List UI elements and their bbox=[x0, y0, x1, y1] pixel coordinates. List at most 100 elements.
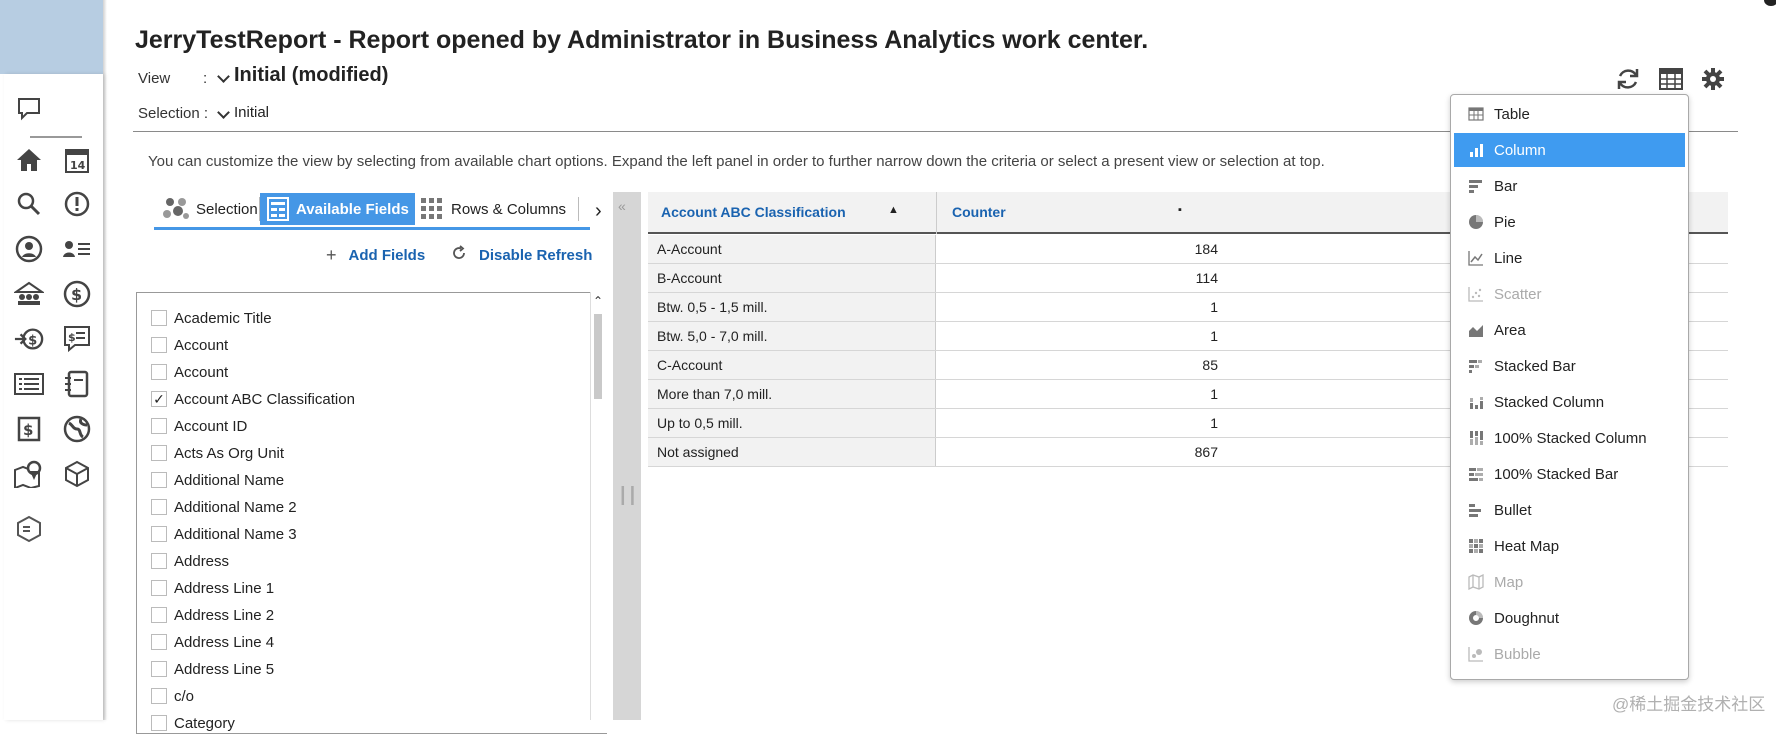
dollar-document-icon[interactable]: $ bbox=[14, 414, 44, 444]
chart-option-pie[interactable]: Pie bbox=[1454, 205, 1685, 239]
checkbox[interactable] bbox=[151, 472, 167, 488]
chart-option-100percent-stacked-bar[interactable]: 100% Stacked Bar bbox=[1454, 457, 1685, 491]
product-box-icon[interactable] bbox=[14, 514, 44, 544]
selection-chevron-down-icon[interactable] bbox=[217, 106, 230, 119]
chart-option-line[interactable]: Line bbox=[1454, 241, 1685, 275]
settings-gear-icon[interactable] bbox=[1698, 64, 1728, 94]
column-menu-icon[interactable]: ▪ bbox=[1178, 204, 1182, 216]
field-item[interactable]: Acts As Org Unit bbox=[151, 440, 284, 466]
tab-selection[interactable]: Selection bbox=[162, 193, 260, 225]
chart-option-heat-map[interactable]: Heat Map bbox=[1454, 529, 1685, 563]
feedback-bubble-icon[interactable] bbox=[14, 94, 44, 124]
field-item[interactable]: Academic Title bbox=[151, 305, 272, 331]
contacts-list-icon[interactable] bbox=[62, 234, 92, 264]
top-left-banner bbox=[0, 0, 103, 74]
selection-selector[interactable]: Initial bbox=[234, 104, 270, 121]
collapse-left-icon[interactable]: « bbox=[618, 198, 626, 214]
table-row[interactable]: A-Account 184 bbox=[648, 235, 1728, 264]
field-item[interactable]: Account ID bbox=[151, 413, 247, 439]
field-item[interactable]: Additional Name 2 bbox=[151, 494, 297, 520]
field-item[interactable]: ✓ Account ABC Classification bbox=[151, 386, 355, 412]
checkbox[interactable] bbox=[151, 445, 167, 461]
checkbox[interactable] bbox=[151, 634, 167, 650]
chart-option-bar[interactable]: Bar bbox=[1454, 169, 1685, 203]
map-location-icon[interactable] bbox=[14, 459, 44, 489]
view-chevron-down-icon[interactable] bbox=[217, 70, 230, 83]
scroll-up-arrow-icon[interactable]: ⌃ bbox=[593, 294, 604, 308]
tab-rows-columns[interactable]: Rows & Columns bbox=[419, 193, 579, 225]
checkbox[interactable] bbox=[151, 526, 167, 542]
user-profile-icon[interactable] bbox=[14, 234, 44, 264]
globe-icon[interactable] bbox=[62, 414, 92, 444]
organization-icon[interactable] bbox=[14, 279, 44, 309]
checkbox[interactable] bbox=[151, 580, 167, 596]
checkbox[interactable] bbox=[151, 310, 167, 326]
field-item[interactable]: Address Line 2 bbox=[151, 602, 274, 628]
field-item[interactable]: Address Line 5 bbox=[151, 656, 274, 682]
tab-available-fields[interactable]: Available Fields bbox=[260, 193, 415, 225]
search-icon[interactable] bbox=[14, 189, 44, 219]
field-item[interactable]: Category bbox=[151, 710, 235, 736]
field-item[interactable]: Account bbox=[151, 332, 228, 358]
checkbox[interactable] bbox=[151, 364, 167, 380]
checkbox[interactable] bbox=[151, 337, 167, 353]
selection-icon bbox=[162, 196, 190, 222]
pie-chart-icon bbox=[1468, 214, 1484, 230]
chart-option-stacked-bar[interactable]: Stacked Bar bbox=[1454, 349, 1685, 383]
scroll-thumb[interactable] bbox=[594, 314, 602, 399]
dollar-circle-icon[interactable]: $ bbox=[62, 279, 92, 309]
chart-option-bullet[interactable]: Bullet bbox=[1454, 493, 1685, 527]
fields-scrollbar[interactable]: ⌃ bbox=[590, 292, 607, 720]
table-row[interactable]: Not assigned 867 bbox=[648, 438, 1728, 467]
tabs-next-arrow-icon[interactable]: › bbox=[595, 200, 602, 222]
chart-option-label: 100% Stacked Column bbox=[1494, 429, 1647, 447]
table-row[interactable]: More than 7,0 mill. 1 bbox=[648, 380, 1728, 409]
panel-splitter[interactable]: « ┃┃ bbox=[613, 192, 641, 720]
table-row[interactable]: C-Account 85 bbox=[648, 351, 1728, 380]
table-row[interactable]: B-Account 114 bbox=[648, 264, 1728, 293]
checkbox[interactable] bbox=[151, 499, 167, 515]
list-document-icon[interactable] bbox=[14, 369, 44, 399]
refresh-icon[interactable] bbox=[1613, 64, 1643, 94]
table-row[interactable]: Btw. 0,5 - 1,5 mill. 1 bbox=[648, 293, 1728, 322]
field-item[interactable]: Address Line 1 bbox=[151, 575, 274, 601]
field-label: Address Line 5 bbox=[174, 660, 275, 678]
chart-option-area[interactable]: Area bbox=[1454, 313, 1685, 347]
checkbox[interactable] bbox=[151, 661, 167, 677]
calendar-icon[interactable]: 14 bbox=[62, 145, 92, 175]
add-fields-button[interactable]: + Add Fields bbox=[326, 245, 425, 266]
percent-stacked-column-icon bbox=[1468, 430, 1484, 446]
home-icon[interactable] bbox=[14, 145, 44, 175]
field-item[interactable]: Address bbox=[151, 548, 229, 574]
sort-ascending-icon[interactable]: ▲ bbox=[888, 204, 899, 216]
corner-close-icon[interactable] bbox=[1764, 0, 1776, 6]
chart-option-stacked-column[interactable]: Stacked Column bbox=[1454, 385, 1685, 419]
field-item[interactable]: c/o bbox=[151, 683, 194, 709]
checkbox-checked[interactable]: ✓ bbox=[151, 391, 167, 407]
payment-in-icon[interactable]: $ bbox=[14, 324, 44, 354]
field-item[interactable]: Additional Name bbox=[151, 467, 284, 493]
checkbox[interactable] bbox=[151, 715, 167, 731]
field-item[interactable]: Address Line 4 bbox=[151, 629, 274, 655]
splitter-grip-icon[interactable]: ┃┃ bbox=[618, 488, 638, 505]
checkbox[interactable] bbox=[151, 688, 167, 704]
alert-icon[interactable] bbox=[62, 189, 92, 219]
field-item[interactable]: Account bbox=[151, 359, 228, 385]
disable-refresh-button[interactable]: Disable Refresh bbox=[451, 245, 592, 266]
view-selector[interactable]: Initial (modified) bbox=[234, 64, 389, 86]
field-item[interactable]: Additional Name 3 bbox=[151, 521, 297, 547]
chart-option-doughnut[interactable]: Doughnut bbox=[1454, 601, 1685, 635]
checkbox[interactable] bbox=[151, 553, 167, 569]
chart-option-table[interactable]: Table bbox=[1454, 97, 1685, 131]
notebook-icon[interactable] bbox=[62, 369, 92, 399]
table-row[interactable]: Btw. 5,0 - 7,0 mill. 1 bbox=[648, 322, 1728, 351]
package-icon[interactable] bbox=[62, 459, 92, 489]
chart-option-column[interactable]: Column bbox=[1454, 133, 1685, 167]
chart-option-100percent-stacked-column[interactable]: 100% Stacked Column bbox=[1454, 421, 1685, 455]
checkbox[interactable] bbox=[151, 418, 167, 434]
checkbox[interactable] bbox=[151, 607, 167, 623]
column-header-classification[interactable]: Account ABC Classification bbox=[648, 192, 936, 234]
table-row[interactable]: Up to 0,5 mill. 1 bbox=[648, 409, 1728, 438]
invoice-chat-icon[interactable]: $ bbox=[62, 324, 92, 354]
table-view-icon[interactable] bbox=[1656, 64, 1686, 94]
